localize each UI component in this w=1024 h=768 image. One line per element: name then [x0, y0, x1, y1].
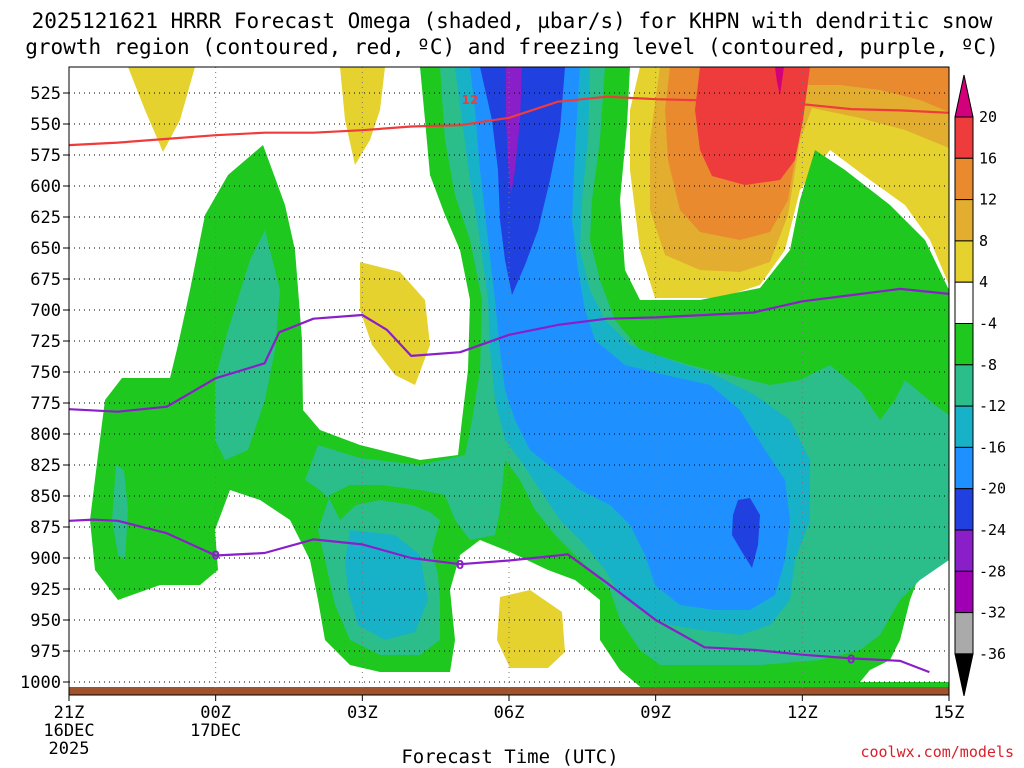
colorbar-box-10 — [954, 488, 974, 531]
colorbar-box-4 — [954, 240, 974, 283]
x-tick-label-15Z: 15Z — [934, 703, 965, 723]
colorbar-top-arrow — [954, 74, 974, 118]
shade-pos-4-top-mid — [340, 67, 385, 165]
y-tick-label-675: 675 — [30, 270, 61, 290]
y-tick-label-650: 650 — [30, 239, 61, 259]
y-tick-label-800: 800 — [30, 425, 61, 445]
colorbar-bottom-arrow — [954, 653, 974, 697]
colorbar-box-5 — [954, 281, 974, 325]
shade-pos-4-low — [497, 590, 565, 668]
shade-neg-20-upper — [480, 67, 565, 295]
colorbar-box-11 — [954, 529, 974, 572]
y-tick-label-850: 850 — [30, 487, 61, 507]
colorbar-label-3: 8 — [979, 232, 988, 250]
x-tick-date-00Z: 17DEC — [190, 721, 241, 741]
y-tick-label-725: 725 — [30, 332, 61, 352]
y-tick-label-700: 700 — [30, 301, 61, 321]
colorbar-box-8 — [954, 405, 974, 448]
x-tick-label-21Z: 21Z — [54, 703, 85, 723]
chart-title-line1: 2025121621 HRRR Forecast Omega (shaded, … — [32, 9, 993, 33]
freezing-label-3: 0 — [847, 652, 855, 666]
colorbar-label-6: -8 — [979, 356, 997, 374]
credit-text: coolwx.com/models — [860, 743, 1014, 761]
plot-frame — [68, 66, 950, 696]
y-tick-label-525: 525 — [30, 84, 61, 104]
shade-pos-4-mid — [360, 262, 430, 385]
y-tick-label-950: 950 — [30, 611, 61, 631]
shade-neg-24 — [506, 67, 522, 195]
contour-labels: 12 0 0 0 — [211, 93, 855, 666]
ground-terrain — [69, 687, 949, 695]
colorbar-label-13: -36 — [979, 645, 1006, 663]
freezing-contour-upper — [69, 287, 949, 413]
shade-neg-20-lower — [732, 498, 760, 568]
y-tick-label-900: 900 — [30, 549, 61, 569]
colorbar-box-9 — [954, 446, 974, 490]
colorbar-label-1: 16 — [979, 149, 997, 167]
y-tick-label-575: 575 — [30, 146, 61, 166]
shade-pos-16 — [695, 67, 810, 185]
colorbar-box-13 — [954, 612, 974, 655]
colorbar-label-8: -16 — [979, 438, 1006, 456]
y-tick-label-925: 925 — [30, 580, 61, 600]
colorbar-label-4: 4 — [979, 273, 988, 291]
dgz-contour-label: 12 — [462, 93, 479, 107]
y-tick-label-550: 550 — [30, 115, 61, 135]
colorbar-label-7: -12 — [979, 397, 1006, 415]
freezing-label-2: 0 — [456, 558, 464, 572]
contours — [69, 95, 949, 674]
colorbar-box-3 — [954, 199, 974, 242]
y-tick-label-875: 875 — [30, 518, 61, 538]
shade-pos-20 — [775, 67, 784, 95]
shade-neg-8-left — [215, 230, 280, 460]
y-tick-label-775: 775 — [30, 394, 61, 414]
y-tick-label-625: 625 — [30, 208, 61, 228]
colorbar-label-0: 20 — [979, 108, 997, 126]
colorbar-box-6 — [954, 323, 974, 366]
x-tick-date-21Z: 16DEC — [43, 721, 94, 741]
y-axis: 525 550 575 600 625 650 675 700 725 750 775 800 825 8… — [20, 84, 69, 693]
y-tick-label-750: 750 — [30, 363, 61, 383]
colorbar-label-11: -28 — [979, 562, 1006, 580]
colorbar-label-12: -32 — [979, 604, 1006, 622]
y-tick-label-975: 975 — [30, 642, 61, 662]
chart-title-line2: growth region (contoured, red, ºC) and f… — [25, 35, 999, 59]
colorbar-label-5: -4 — [979, 315, 997, 333]
x-tick-label-12Z: 12Z — [787, 703, 818, 723]
shade-neg-8-strip — [112, 465, 128, 560]
x-tick-year-21Z: 2025 — [49, 739, 90, 759]
y-tick-label-1000: 1000 — [20, 673, 61, 693]
x-tick-label-00Z: 00Z — [200, 703, 231, 723]
shade-neg-16 — [470, 67, 790, 610]
x-axis-label: Forecast Time (UTC) — [401, 746, 618, 768]
colorbar-label-2: 12 — [979, 191, 997, 209]
colorbar-box-2 — [954, 157, 974, 201]
colorbar-box-12 — [954, 570, 974, 614]
dgz-contour-red — [69, 95, 949, 147]
freezing-label-1: 0 — [211, 548, 219, 562]
omega-shading — [69, 67, 949, 695]
colorbar-box-7 — [954, 364, 974, 407]
y-tick-label-600: 600 — [30, 177, 61, 197]
freezing-contour-lower — [69, 518, 930, 674]
colorbar-label-9: -20 — [979, 480, 1006, 498]
x-tick-label-09Z: 09Z — [640, 703, 671, 723]
colorbar-label-10: -24 — [979, 521, 1006, 539]
y-tick-label-825: 825 — [30, 456, 61, 476]
x-tick-label-06Z: 06Z — [494, 703, 525, 723]
x-tick-label-03Z: 03Z — [347, 703, 378, 723]
colorbar-box-1 — [954, 116, 974, 159]
colorbar: 20 16 12 8 4 -4 -8 -12 -16 -20 -24 -28 -32 -36 — [954, 74, 1006, 697]
grid — [69, 67, 949, 695]
shade-pos-4-top-left — [128, 67, 195, 152]
